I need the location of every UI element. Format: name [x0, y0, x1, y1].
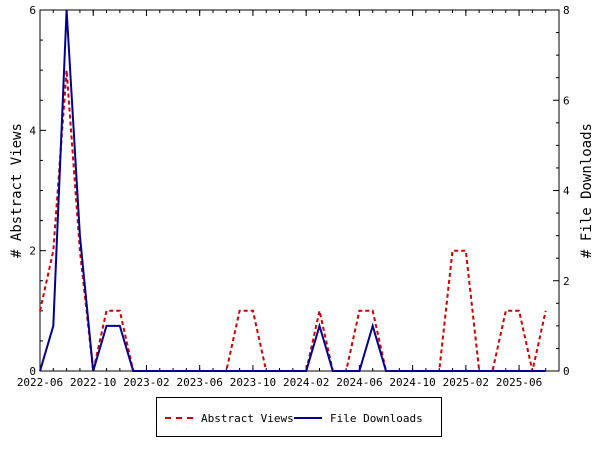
legend-label-file-downloads: File Downloads — [330, 411, 423, 425]
x-tick-label: 2023-06 — [177, 376, 223, 389]
y-right-tick-label: 2 — [563, 275, 570, 288]
x-tick-label: 2023-10 — [230, 376, 276, 389]
y-left-tick-label: 6 — [29, 4, 36, 17]
x-tick-label: 2022-10 — [70, 376, 116, 389]
y-left-axis-title: # Abstract Views — [9, 123, 25, 258]
y-right-tick-label: 8 — [563, 4, 570, 17]
plot-frame — [39, 9, 560, 372]
y-right-tick-label: 4 — [563, 185, 570, 198]
x-tick-label: 2024-06 — [336, 376, 382, 389]
y-left-tick-label: 0 — [29, 365, 36, 378]
x-tick-label: 2024-02 — [283, 376, 329, 389]
x-tick-label: 2025-06 — [496, 376, 542, 389]
legend-swatch-abstract-views — [165, 417, 193, 419]
series-line-file-downloads — [39, 9, 546, 372]
legend-label-abstract-views: Abstract Views — [201, 411, 294, 425]
x-tick-label: 2025-02 — [443, 376, 489, 389]
y-left-tick-label: 2 — [29, 245, 36, 258]
legend-item-file-downloads: File Downloads — [294, 410, 423, 426]
x-tick-label: 2023-02 — [123, 376, 169, 389]
y-right-axis-title: # File Downloads — [579, 123, 595, 258]
y-right-tick-label: 0 — [563, 365, 570, 378]
x-tick-label: 2022-06 — [17, 376, 63, 389]
series-line-abstract-views — [39, 70, 547, 372]
chart-legend: Abstract Views File Downloads — [156, 397, 442, 437]
x-tick-label: 2024-10 — [389, 376, 435, 389]
y-left-tick-label: 4 — [29, 124, 36, 137]
y-right-tick-label: 6 — [563, 94, 570, 107]
legend-item-abstract-views: Abstract Views — [165, 410, 294, 426]
legend-swatch-file-downloads — [294, 417, 322, 419]
